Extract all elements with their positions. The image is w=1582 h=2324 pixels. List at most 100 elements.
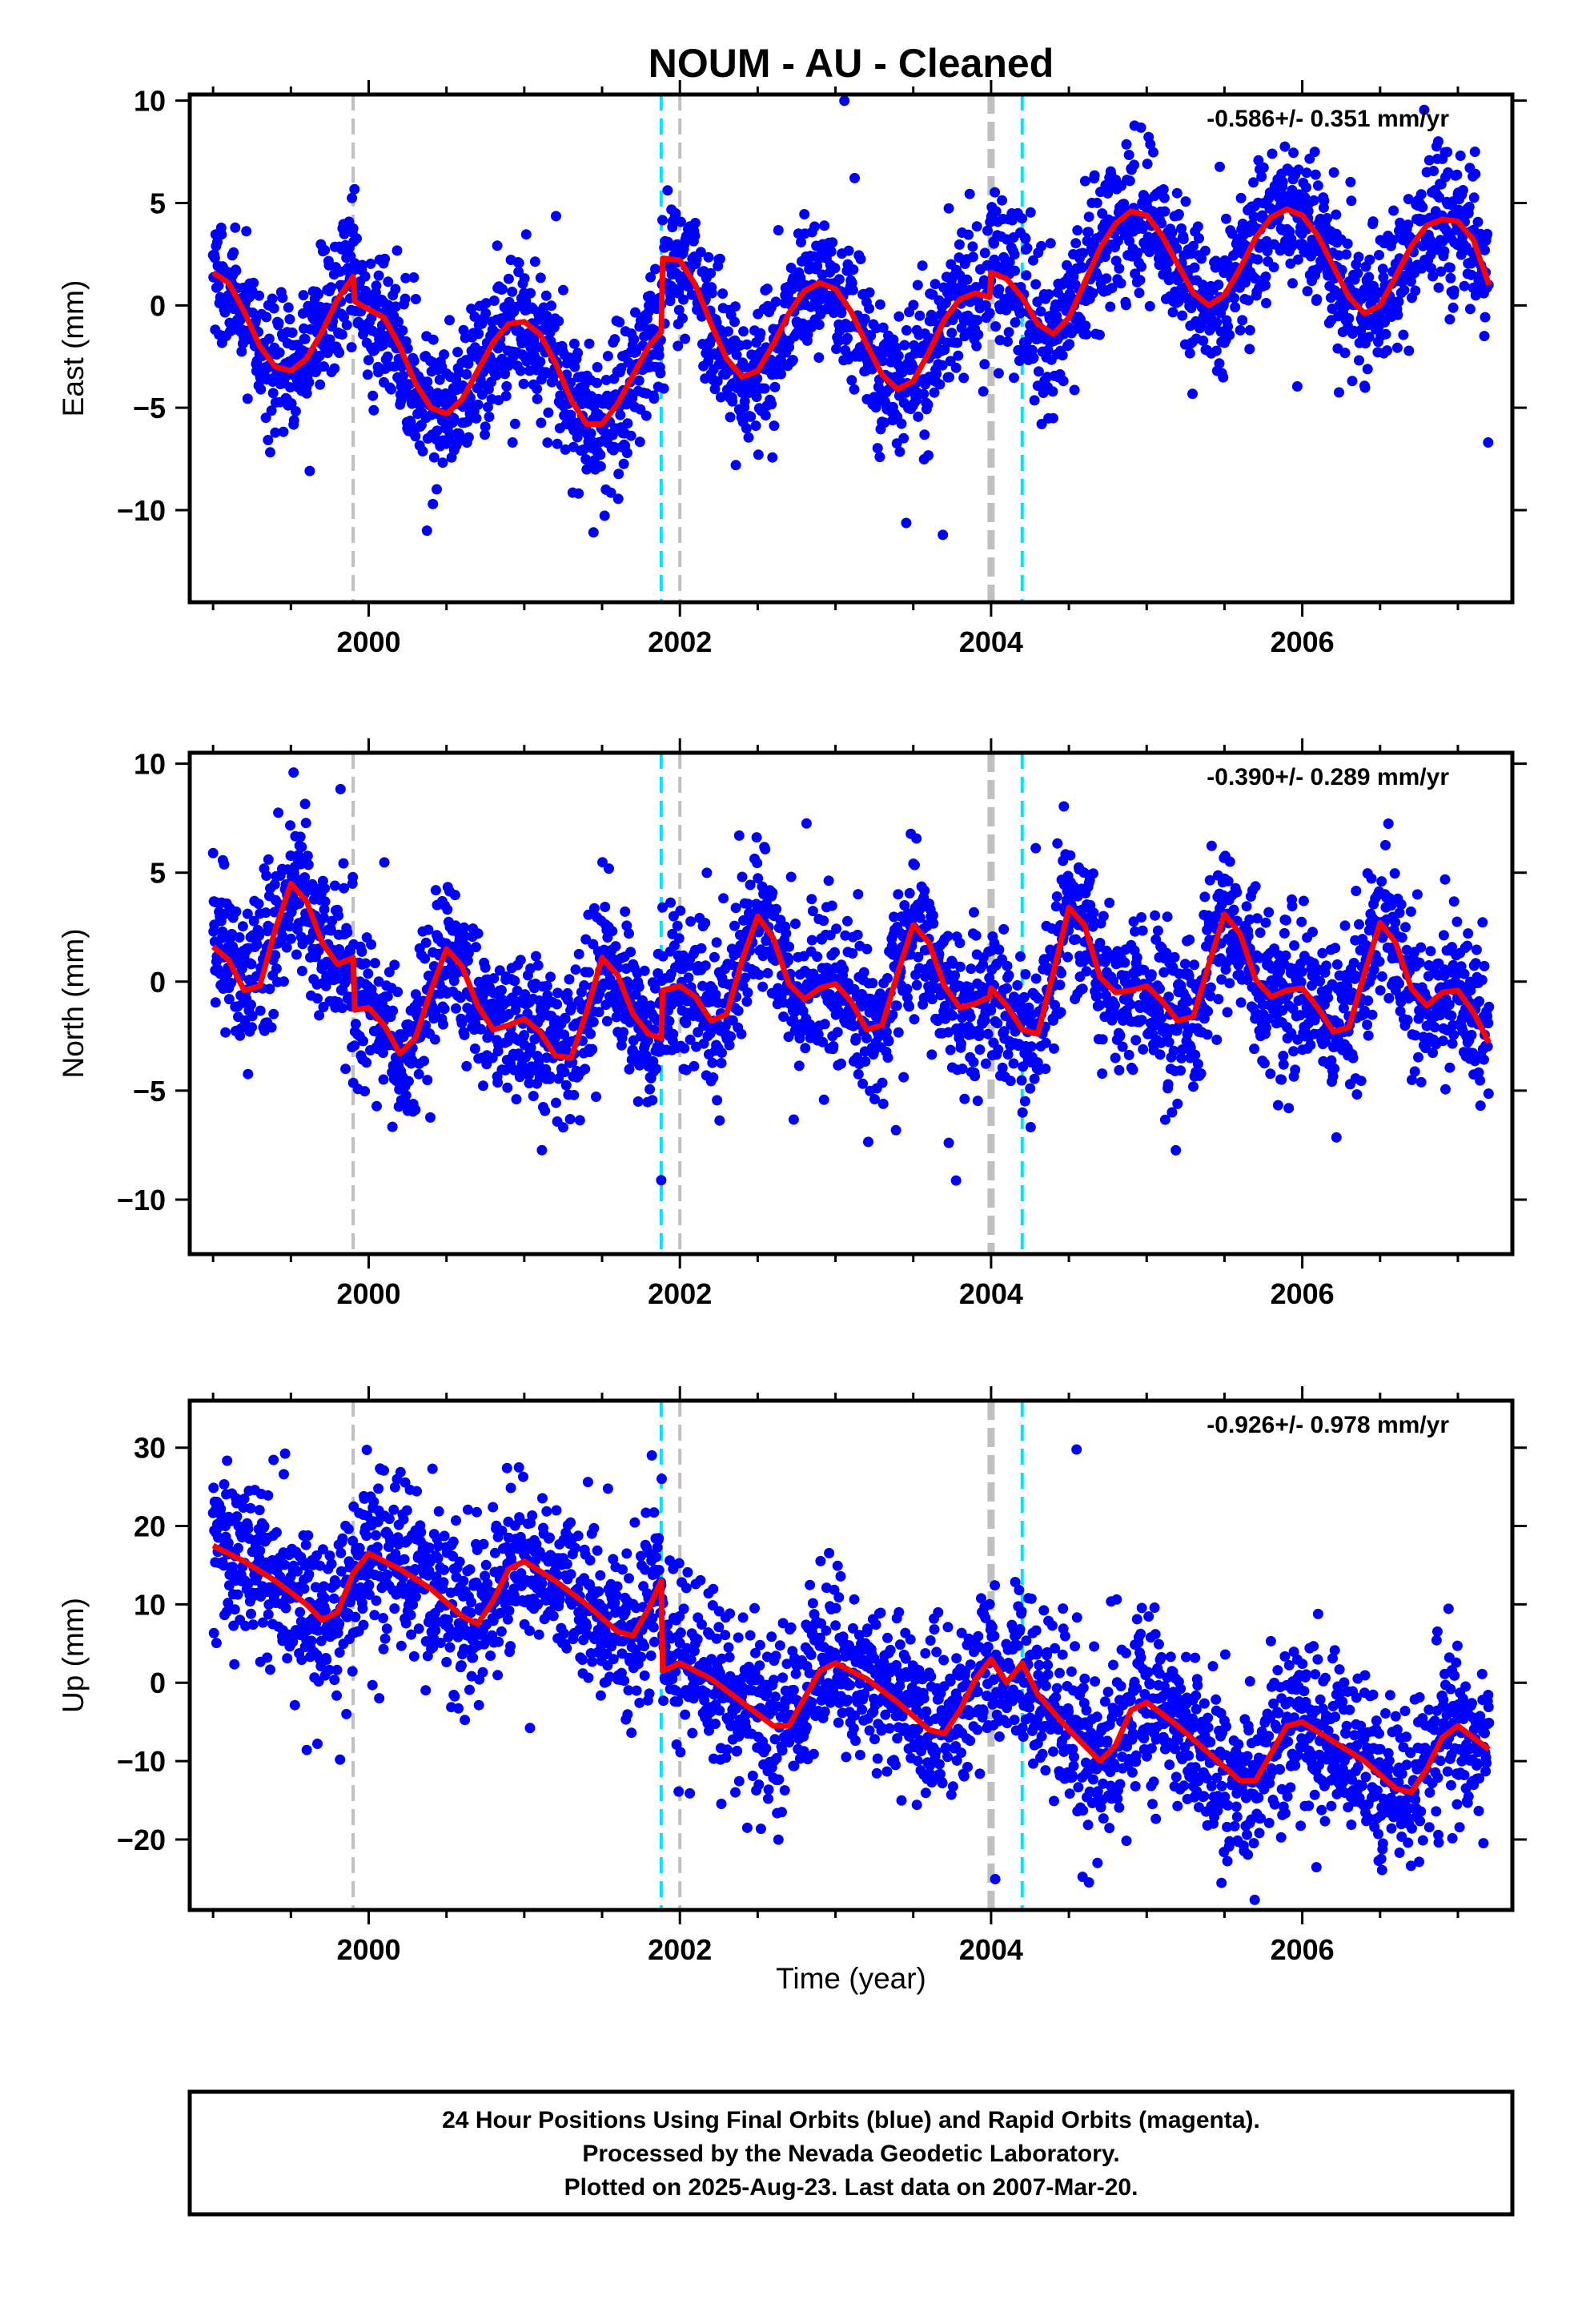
- data-point: [1142, 159, 1153, 170]
- data-point: [269, 879, 280, 890]
- data-point: [1188, 240, 1199, 251]
- data-point: [283, 302, 294, 313]
- data-point: [1388, 205, 1399, 216]
- daily-position-points: [207, 767, 1495, 1186]
- data-point: [288, 415, 299, 426]
- data-point: [1444, 314, 1456, 325]
- data-point: [974, 1031, 985, 1042]
- data-point: [265, 447, 275, 458]
- data-point: [639, 965, 650, 976]
- data-point: [628, 334, 640, 345]
- data-point: [1008, 1058, 1019, 1069]
- data-point: [710, 989, 721, 1000]
- data-point: [1260, 271, 1271, 282]
- data-point: [801, 818, 812, 829]
- data-point: [829, 947, 840, 958]
- data-point: [480, 421, 491, 432]
- data-point: [553, 316, 564, 327]
- data-point: [1029, 395, 1040, 406]
- data-point: [1363, 271, 1375, 283]
- data-point: [1311, 294, 1323, 305]
- data-point: [926, 1049, 938, 1060]
- data-point: [1347, 376, 1358, 387]
- data-point: [1240, 277, 1251, 288]
- data-point: [964, 188, 975, 199]
- data-point: [319, 883, 331, 894]
- data-point: [472, 928, 484, 939]
- data-point: [532, 393, 543, 404]
- data-point: [751, 392, 762, 403]
- data-point: [1211, 317, 1223, 328]
- data-point: [729, 920, 740, 931]
- data-point: [1049, 1043, 1059, 1054]
- data-point: [620, 906, 631, 917]
- data-point: [278, 426, 289, 437]
- data-point: [757, 981, 769, 992]
- data-point: [439, 1003, 450, 1015]
- data-point: [650, 983, 661, 994]
- data-point: [299, 872, 311, 883]
- data-point: [882, 973, 893, 983]
- data-point: [705, 267, 717, 279]
- data-point: [633, 375, 644, 386]
- data-point: [741, 339, 753, 350]
- data-point: [266, 1022, 277, 1033]
- data-point: [277, 931, 288, 942]
- data-point: [291, 949, 302, 960]
- data-point: [937, 360, 948, 371]
- data-point: [1252, 254, 1263, 265]
- data-point: [1110, 999, 1121, 1011]
- data-point: [1002, 983, 1012, 994]
- data-point: [813, 352, 825, 363]
- data-point: [1163, 256, 1174, 267]
- data-point: [579, 980, 590, 991]
- data-point: [1009, 249, 1020, 260]
- data-point: [459, 1029, 470, 1040]
- data-point: [397, 325, 408, 336]
- data-point: [959, 1093, 970, 1104]
- data-point: [304, 465, 315, 476]
- data-point: [314, 1010, 325, 1021]
- data-point: [1452, 169, 1463, 180]
- data-point: [950, 970, 961, 981]
- data-point: [711, 937, 722, 948]
- data-point: [336, 1003, 347, 1014]
- data-point: [788, 1114, 799, 1125]
- data-point: [872, 443, 883, 454]
- data-point: [396, 396, 407, 407]
- data-point: [793, 1060, 805, 1072]
- data-point: [1433, 136, 1443, 147]
- data-point: [696, 943, 707, 954]
- data-point: [544, 1071, 556, 1082]
- data-point: [438, 1019, 448, 1030]
- data-point: [776, 368, 786, 380]
- data-point: [422, 376, 433, 388]
- data-point: [703, 251, 714, 263]
- data-point: [327, 964, 338, 975]
- data-point: [1161, 264, 1172, 275]
- data-point: [1331, 209, 1342, 220]
- data-point: [970, 930, 982, 941]
- data-point: [552, 987, 564, 999]
- data-point: [1079, 175, 1090, 187]
- data-point: [730, 903, 741, 914]
- data-point: [1279, 141, 1291, 152]
- data-point: [1015, 951, 1026, 962]
- data-point: [829, 263, 841, 274]
- data-point: [574, 1115, 585, 1126]
- data-point: [1064, 339, 1075, 350]
- data-point: [1057, 350, 1068, 361]
- data-point: [1062, 951, 1074, 963]
- data-point: [904, 1001, 915, 1012]
- data-point: [1435, 266, 1447, 277]
- data-point: [848, 264, 859, 275]
- data-point: [680, 333, 691, 344]
- data-point: [655, 368, 666, 379]
- data-point: [531, 951, 541, 962]
- data-point: [362, 369, 373, 380]
- data-point: [312, 993, 323, 1004]
- data-point: [1158, 184, 1169, 195]
- data-point: [266, 405, 277, 416]
- data-point: [1166, 227, 1178, 238]
- data-point: [1333, 250, 1344, 261]
